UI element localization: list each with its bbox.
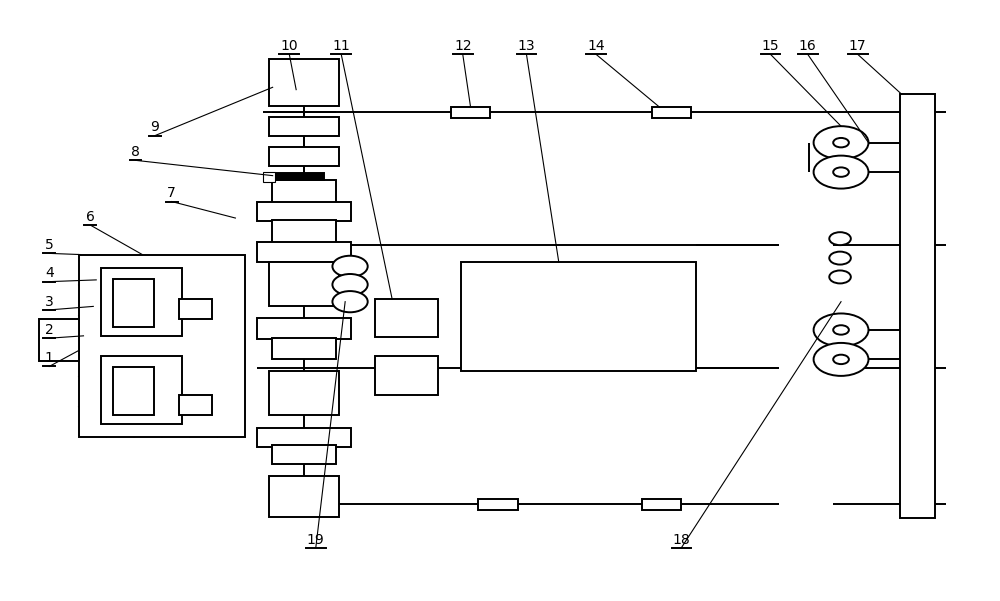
Bar [257, 428, 351, 447]
Circle shape [814, 314, 868, 346]
Bar [269, 173, 324, 180]
Circle shape [829, 252, 851, 264]
Circle shape [332, 291, 368, 313]
Bar [652, 108, 691, 118]
Circle shape [814, 343, 868, 376]
Circle shape [829, 232, 851, 245]
Bar [272, 338, 336, 359]
Circle shape [833, 355, 849, 364]
Bar [642, 499, 681, 510]
Bar [461, 262, 696, 371]
Text: 18: 18 [672, 532, 690, 547]
Text: 6: 6 [86, 210, 95, 224]
Bar [179, 395, 212, 415]
Text: 4: 4 [45, 266, 54, 281]
Bar [269, 476, 339, 517]
Text: 13: 13 [518, 39, 535, 53]
Bar [179, 299, 212, 319]
Bar [257, 317, 351, 339]
Text: 1: 1 [45, 352, 54, 365]
Text: 9: 9 [151, 120, 159, 135]
Text: 19: 19 [307, 532, 325, 547]
Bar [269, 59, 339, 106]
Text: 16: 16 [799, 39, 817, 53]
Text: 3: 3 [45, 294, 54, 309]
Bar [272, 445, 336, 464]
Circle shape [833, 325, 849, 335]
Circle shape [814, 156, 868, 189]
Circle shape [833, 138, 849, 147]
Bar [101, 356, 182, 424]
Circle shape [814, 126, 868, 159]
Text: 5: 5 [45, 238, 54, 252]
Bar [39, 319, 79, 361]
Bar [257, 202, 351, 221]
Bar [263, 172, 275, 182]
Bar [269, 371, 339, 415]
Text: 8: 8 [131, 145, 140, 159]
Bar [272, 180, 336, 203]
Circle shape [332, 274, 368, 295]
Bar [272, 221, 336, 243]
Bar [269, 147, 339, 166]
Circle shape [829, 270, 851, 284]
Bar [900, 94, 935, 519]
Bar [79, 255, 245, 437]
Bar [113, 367, 154, 415]
Text: 11: 11 [332, 39, 350, 53]
Text: 7: 7 [167, 186, 176, 200]
Circle shape [833, 168, 849, 177]
Text: 2: 2 [45, 323, 54, 337]
Bar [101, 268, 182, 336]
Text: 14: 14 [587, 39, 605, 53]
Bar [113, 279, 154, 327]
Circle shape [332, 256, 368, 277]
Text: 17: 17 [849, 39, 867, 53]
Text: 15: 15 [762, 39, 779, 53]
Bar [257, 242, 351, 262]
Bar [478, 499, 518, 510]
Bar [375, 356, 438, 395]
Bar [375, 299, 438, 337]
Bar [269, 117, 339, 136]
Bar [451, 108, 490, 118]
Text: 12: 12 [454, 39, 472, 53]
Bar [269, 262, 339, 307]
Text: 10: 10 [280, 39, 298, 53]
